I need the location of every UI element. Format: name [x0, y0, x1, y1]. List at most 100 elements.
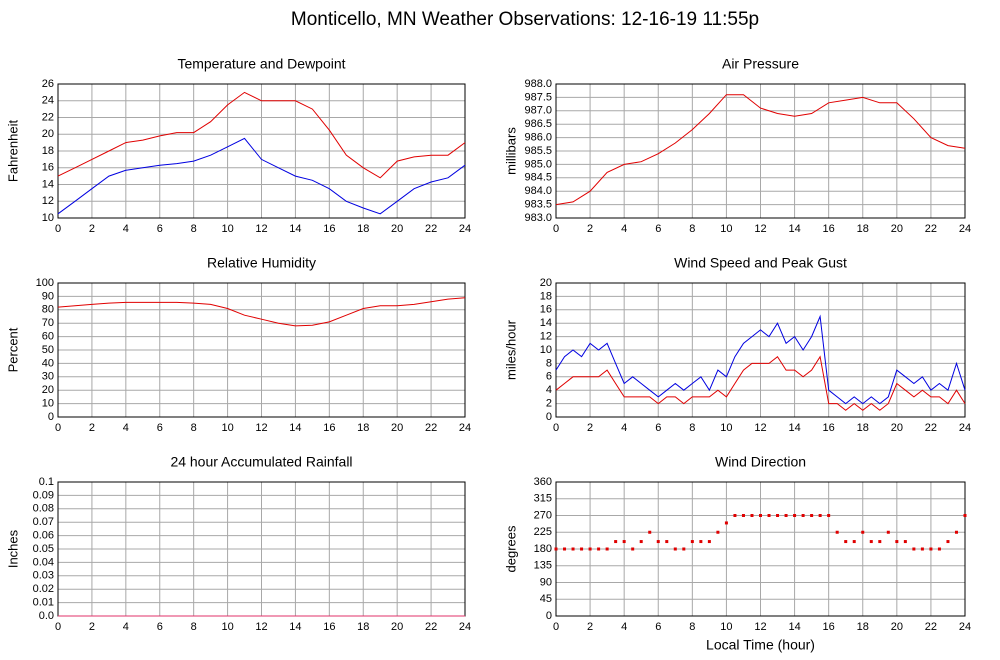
y-tick-label: 100 [36, 277, 54, 289]
y-tick-label: 986.0 [524, 132, 552, 144]
y-tick-label: 20 [42, 384, 54, 396]
main-title: Monticello, MN Weather Observations: 12-… [291, 9, 759, 30]
x-tick-label: 22 [425, 621, 437, 633]
x-tick-label: 12 [754, 621, 766, 633]
x-tick-label: 4 [621, 223, 627, 235]
data-point [682, 547, 686, 551]
data-point [895, 540, 899, 544]
x-tick-label: 2 [587, 621, 593, 633]
y-tick-label: 10 [540, 344, 552, 356]
data-point [554, 547, 558, 551]
data-point [741, 514, 745, 517]
data-point [886, 530, 890, 534]
y-tick-label: 10 [42, 212, 54, 224]
data-point [929, 547, 933, 551]
x-tick-label: 2 [89, 621, 95, 633]
y-axis-label: Percent [5, 327, 20, 372]
y-tick-label: 0.04 [33, 556, 54, 568]
data-point [793, 514, 797, 517]
x-tick-label: 8 [689, 422, 695, 434]
data-point [690, 540, 694, 544]
x-tick-label: 24 [459, 223, 471, 235]
y-tick-label: 12 [42, 195, 54, 207]
data-point [954, 530, 958, 534]
y-axis-label: Inches [5, 529, 20, 568]
y-tick-label: 983.0 [524, 212, 552, 224]
y-tick-label: 315 [534, 493, 552, 505]
x-tick-label: 2 [89, 422, 95, 434]
data-point [801, 514, 805, 517]
data-point [622, 540, 626, 544]
y-tick-label: 24 [42, 95, 54, 107]
x-tick-label: 24 [959, 621, 971, 633]
data-point [963, 514, 967, 517]
x-tick-label: 22 [925, 621, 937, 633]
y-tick-label: 50 [42, 344, 54, 356]
chart-title: Wind Speed and Peak Gust [674, 255, 847, 271]
chart-title: Wind Direction [715, 454, 806, 470]
y-tick-label: 45 [540, 593, 552, 605]
y-tick-label: 988.0 [524, 78, 552, 90]
x-tick-label: 18 [857, 621, 869, 633]
data-point [912, 547, 916, 551]
data-point [580, 547, 584, 551]
y-tick-label: 12 [540, 331, 552, 343]
data-point [878, 540, 882, 544]
x-tick-label: 2 [89, 223, 95, 235]
y-axis-label: miles/hour [503, 319, 518, 380]
x-tick-label: 8 [689, 223, 695, 235]
x-tick-label: 4 [621, 621, 627, 633]
x-tick-label: 6 [655, 223, 661, 235]
data-point [810, 514, 814, 517]
y-tick-label: 0 [546, 610, 552, 622]
x-tick-label: 14 [788, 223, 800, 235]
x-tick-label: 14 [289, 223, 301, 235]
data-line [57, 297, 466, 327]
y-tick-label: 14 [42, 178, 54, 190]
data-point [920, 547, 924, 551]
data-point [776, 514, 780, 517]
plot-border [57, 83, 466, 219]
y-tick-label: 0.06 [33, 530, 54, 542]
data-point [648, 530, 652, 534]
y-tick-label: 270 [534, 509, 552, 521]
x-tick-label: 8 [191, 223, 197, 235]
x-tick-label: 14 [289, 422, 301, 434]
y-tick-label: 225 [534, 526, 552, 538]
x-tick-label: 12 [255, 621, 267, 633]
y-axis-label: degrees [503, 525, 518, 572]
x-tick-label: 18 [857, 422, 869, 434]
y-tick-label: 14 [540, 317, 552, 329]
y-tick-label: 16 [42, 162, 54, 174]
x-tick-label: 2 [587, 422, 593, 434]
data-point [827, 514, 831, 517]
y-tick-label: 22 [42, 111, 54, 123]
x-tick-label: 4 [621, 422, 627, 434]
data-point [844, 540, 848, 544]
y-tick-label: 60 [42, 331, 54, 343]
x-tick-label: 20 [391, 223, 403, 235]
chart-title: Air Pressure [722, 56, 799, 72]
y-tick-label: 0 [546, 411, 552, 423]
plot-border [555, 282, 966, 418]
y-tick-label: 18 [42, 145, 54, 157]
y-tick-label: 80 [42, 304, 54, 316]
x-tick-label: 20 [891, 223, 903, 235]
x-tick-label: 6 [655, 621, 661, 633]
x-tick-label: 18 [357, 621, 369, 633]
data-point [665, 540, 669, 544]
y-tick-label: 0.09 [33, 489, 54, 501]
x-tick-label: 18 [357, 422, 369, 434]
y-tick-label: 0.01 [33, 597, 54, 609]
x-tick-label: 24 [959, 422, 971, 434]
x-tick-label: 22 [425, 422, 437, 434]
data-line [555, 94, 966, 206]
x-tick-label: 20 [891, 621, 903, 633]
x-tick-label: 22 [425, 223, 437, 235]
x-tick-label: 10 [720, 223, 732, 235]
y-tick-label: 0.08 [33, 503, 54, 515]
y-tick-label: 0.1 [39, 476, 54, 488]
x-tick-label: 24 [459, 621, 471, 633]
y-tick-label: 30 [42, 371, 54, 383]
